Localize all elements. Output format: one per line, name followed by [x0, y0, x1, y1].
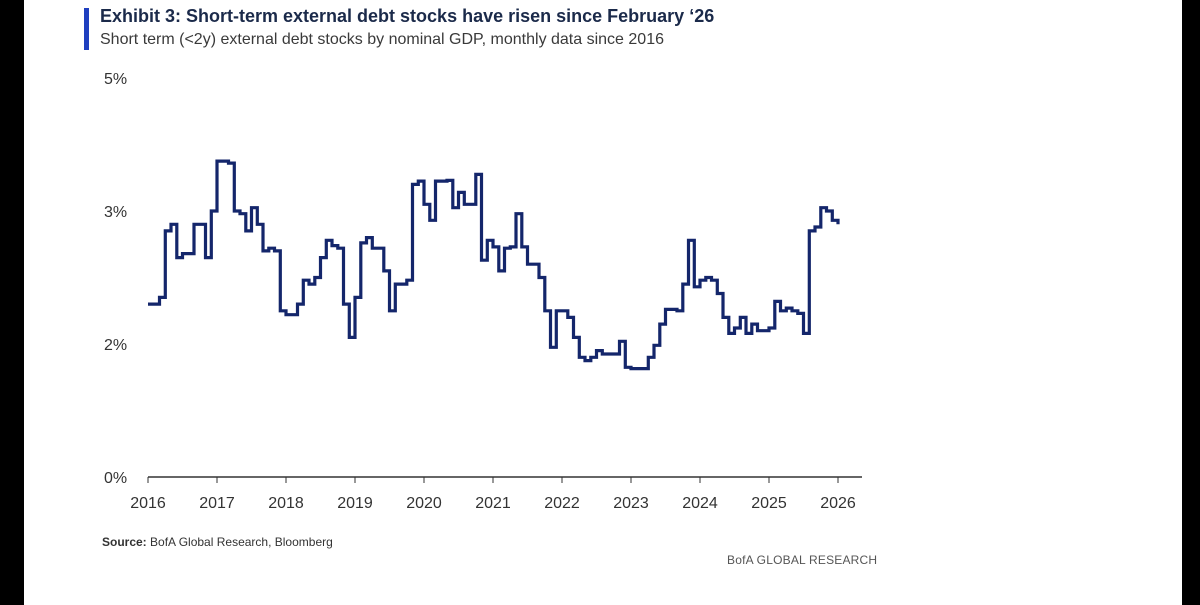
chart-title: Exhibit 3: Short-term external debt stoc… — [100, 6, 715, 26]
x-tick-label: 2016 — [130, 495, 166, 512]
y-tick-label: 3% — [104, 204, 127, 221]
title-accent-bar — [84, 8, 89, 50]
series-layer — [148, 159, 840, 371]
y-tick-label: 2% — [104, 337, 127, 354]
chart-subtitle: Short term (<2y) external debt stocks by… — [100, 31, 664, 48]
source-note: Source: BofA Global Research, Bloomberg — [102, 535, 333, 549]
x-tick-label: 2019 — [337, 495, 373, 512]
y-tick-label: 0% — [104, 470, 127, 487]
x-axis: 2016 2017 2018 2019 2020 2021 2022 2023 2024 2025… — [130, 476, 862, 512]
x-tick-label: 2022 — [544, 495, 580, 512]
x-tick-label: 2018 — [268, 495, 304, 512]
right-border — [1182, 0, 1200, 605]
x-tick-label: 2020 — [406, 495, 442, 512]
x-tick-label: 2023 — [613, 495, 649, 512]
brand-footer: BofA GLOBAL RESEARCH — [727, 553, 878, 567]
x-tick-label: 2017 — [199, 495, 235, 512]
y-axis: 0% 2% 3% 5% — [104, 71, 127, 487]
left-border — [0, 0, 24, 605]
x-tick-label: 2021 — [475, 495, 511, 512]
x-tick-label: 2026 — [820, 495, 856, 512]
x-tick-label: 2024 — [682, 495, 718, 512]
source-label: Source: — [102, 535, 147, 549]
series-line — [148, 159, 840, 371]
y-tick-label: 5% — [104, 71, 127, 88]
source-text: BofA Global Research, Bloomberg — [146, 535, 333, 549]
x-tick-label: 2025 — [751, 495, 787, 512]
